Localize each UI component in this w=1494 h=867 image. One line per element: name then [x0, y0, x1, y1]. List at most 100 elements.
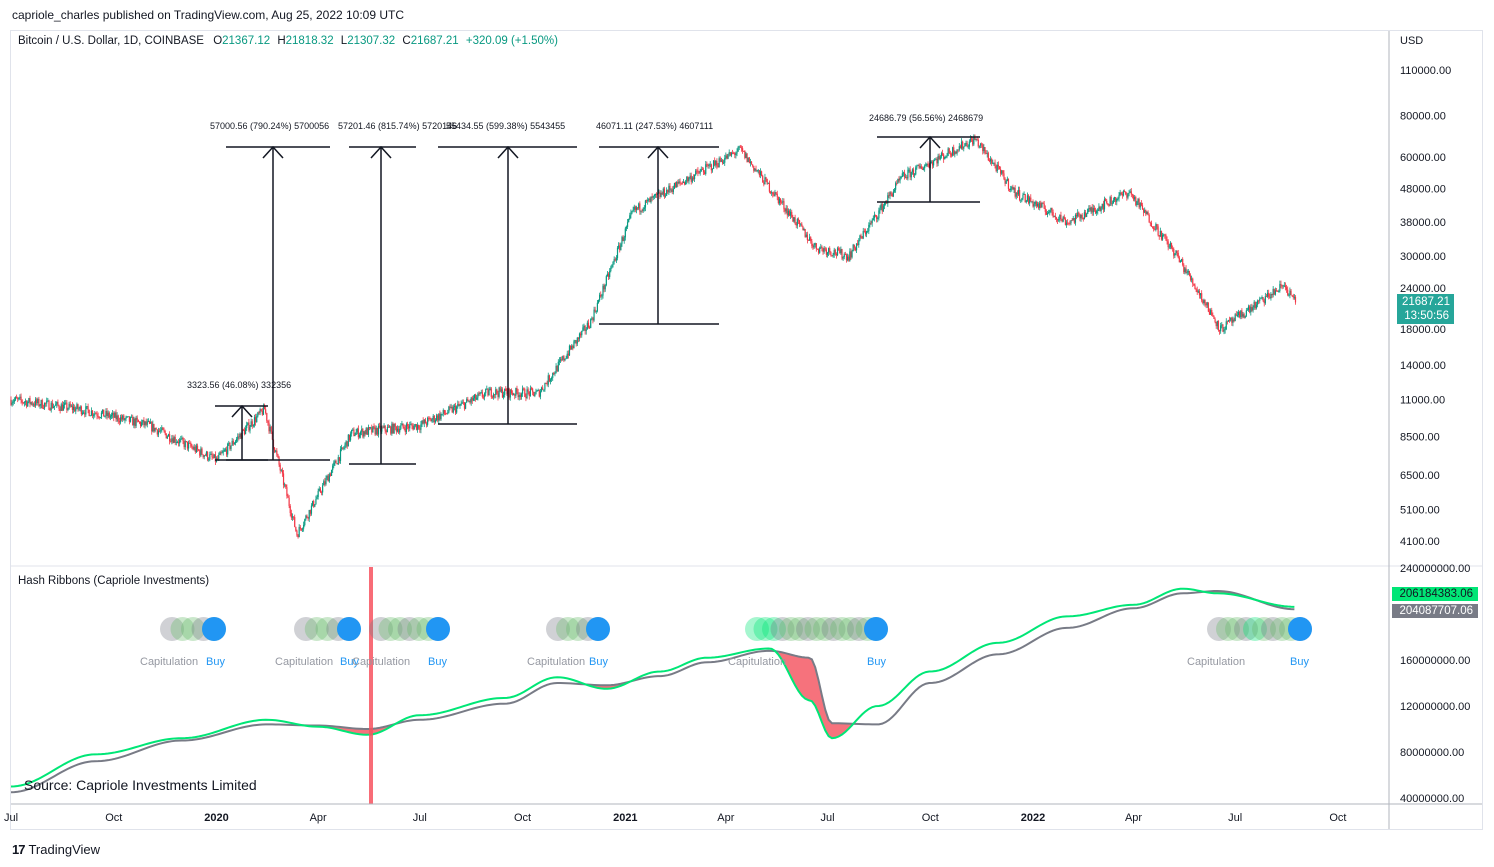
price-candle [138, 421, 141, 423]
price-candle [96, 413, 98, 416]
price-candle [1108, 205, 1110, 206]
price-candle [585, 329, 587, 332]
price-candle [137, 419, 139, 422]
price-candle [1282, 285, 1284, 287]
price-candle [370, 427, 372, 429]
price-candle [1177, 252, 1179, 258]
price-candle [745, 153, 747, 158]
price-candle [964, 143, 966, 147]
price-candle [1099, 206, 1101, 211]
price-candle [688, 177, 690, 182]
price-candle [1216, 320, 1218, 327]
price-candle [815, 243, 817, 249]
price-candle [429, 417, 431, 419]
price-candle [1226, 321, 1228, 323]
price-candle [855, 243, 858, 251]
price-candle [1244, 315, 1246, 318]
price-candle [563, 356, 565, 361]
price-candle [545, 383, 547, 385]
capitulation-dot [787, 617, 812, 641]
price-candle [30, 402, 32, 404]
price-candle [602, 285, 604, 296]
measure-label: 57000.56 (790.24%) 5700056 [210, 121, 329, 131]
price-candle [47, 400, 49, 402]
price-candle [1084, 212, 1087, 217]
price-candle [393, 423, 395, 434]
price-candle [21, 400, 23, 403]
price-candle [87, 406, 89, 410]
price-candle [898, 178, 900, 181]
price-candle [858, 240, 860, 245]
time-tick-label: Oct [105, 812, 122, 824]
capitulation-label: Capitulation [352, 656, 410, 668]
price-candle [1245, 310, 1247, 316]
capitulation-dot [753, 617, 778, 641]
price-candle [845, 254, 848, 261]
price-candle [540, 387, 543, 392]
price-candle [553, 372, 555, 374]
price-candle [360, 432, 362, 435]
price-candle [533, 391, 535, 397]
price-candle [583, 326, 585, 328]
price-candle [1235, 314, 1237, 316]
price-candle [546, 383, 548, 385]
capitulation-ribbon-fill [778, 651, 853, 739]
price-candle [354, 434, 356, 436]
price-candle [451, 406, 453, 413]
price-candle [1134, 197, 1136, 200]
price-candle [645, 200, 648, 202]
price-candle [1178, 257, 1180, 263]
measure-label: 57201.46 (815.74%) 5720146 [338, 121, 457, 131]
tradingview-logo[interactable]: 17 TradingView [12, 842, 100, 857]
price-candle [351, 429, 353, 434]
price-candle [562, 356, 564, 360]
price-candle [960, 141, 963, 149]
price-candle [653, 195, 655, 197]
price-candle [193, 446, 195, 450]
price-candle [888, 195, 890, 197]
price-candle [775, 192, 777, 194]
price-candle [1011, 186, 1013, 189]
price-candle [1183, 264, 1185, 273]
price-candle [986, 153, 988, 155]
price-candle [892, 191, 894, 197]
price-tick-label: 4100.00 [1400, 536, 1440, 548]
price-candle [421, 420, 423, 425]
price-candle [1207, 302, 1209, 312]
price-candle [981, 143, 983, 145]
price-candle [497, 393, 499, 397]
price-candle [458, 404, 460, 406]
price-candle [1136, 201, 1138, 206]
price-candle [664, 195, 667, 197]
price-candle [797, 219, 800, 221]
price-candle [1289, 290, 1291, 295]
price-candle [648, 198, 650, 201]
price-candle [908, 169, 910, 171]
change-value: +320.09 (+1.50%) [465, 35, 558, 47]
hash-tick-label: 240000000.00 [1400, 563, 1470, 575]
price-candle [502, 394, 505, 398]
price-candle [1010, 188, 1012, 190]
price-candle [543, 389, 545, 391]
price-candle [823, 248, 825, 252]
price-candle [654, 193, 657, 196]
price-candle [65, 402, 67, 404]
price-candle [1093, 208, 1096, 211]
price-candle [1156, 224, 1158, 227]
buy-signal-dot [337, 617, 361, 641]
price-candle [134, 418, 136, 426]
price-candle [935, 159, 937, 160]
price-candle [1273, 288, 1275, 295]
price-candle [277, 454, 279, 458]
price-candle [806, 234, 808, 241]
price-candle [298, 527, 300, 538]
price-candle [83, 412, 85, 414]
price-candle [385, 430, 387, 433]
price-candle [1176, 250, 1178, 253]
price-candle [1007, 178, 1010, 189]
price-candle [408, 426, 410, 429]
price-candle [239, 433, 241, 437]
price-candle [880, 204, 882, 209]
price-candle [219, 452, 221, 455]
